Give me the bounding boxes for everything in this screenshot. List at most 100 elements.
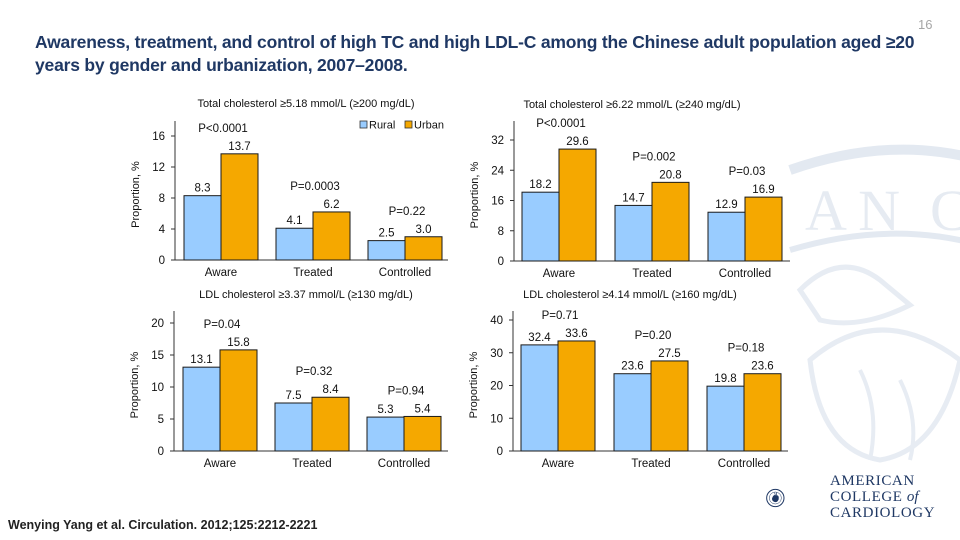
category-label: Controlled bbox=[718, 458, 770, 470]
bar-rural bbox=[707, 211, 746, 262]
y-tick-label: 15 bbox=[151, 350, 164, 362]
y-tick-label: 8 bbox=[159, 193, 165, 205]
y-tick-label: 40 bbox=[490, 315, 503, 327]
chart-title: LDL cholesterol ≥3.37 mmol/L (≥130 mg/dL… bbox=[199, 289, 413, 301]
bar-rural bbox=[182, 366, 221, 452]
bar-rural bbox=[614, 204, 653, 262]
y-tick-label: 24 bbox=[491, 165, 504, 177]
category-label: Treated bbox=[293, 267, 332, 279]
y-tick-label: 30 bbox=[490, 348, 503, 360]
p-value-label: P=0.04 bbox=[204, 319, 241, 331]
category-label: Aware bbox=[205, 267, 237, 279]
data-label: 6.2 bbox=[324, 199, 340, 211]
bar-urban bbox=[557, 340, 596, 452]
citation: Wenying Yang et al. Circulation. 2012;12… bbox=[8, 518, 318, 532]
bar-urban bbox=[312, 211, 351, 261]
bar-rural bbox=[706, 385, 745, 452]
p-value-label: P=0.20 bbox=[635, 330, 672, 342]
y-tick-label: 5 bbox=[158, 414, 164, 426]
data-label: 19.8 bbox=[714, 373, 736, 385]
p-value-label: P<0.0001 bbox=[198, 123, 248, 135]
data-label: 23.6 bbox=[621, 361, 643, 373]
category-label: Treated bbox=[292, 458, 331, 470]
acc-logo-seal bbox=[766, 488, 785, 508]
slide-title: Awareness, treatment, and control of hig… bbox=[35, 32, 915, 75]
bar-urban bbox=[743, 373, 782, 452]
y-axis-label: Proportion, % bbox=[468, 351, 480, 418]
bar-rural bbox=[275, 227, 314, 261]
bar-urban bbox=[650, 360, 689, 452]
p-value-label: P=0.71 bbox=[542, 310, 579, 322]
data-label: 29.6 bbox=[566, 136, 588, 148]
y-tick-label: 16 bbox=[152, 131, 165, 143]
data-label: 4.1 bbox=[287, 215, 303, 227]
bar-rural bbox=[366, 416, 405, 452]
y-tick-label: 8 bbox=[498, 226, 504, 238]
bar-urban bbox=[311, 396, 350, 452]
y-tick-label: 10 bbox=[490, 413, 503, 425]
category-label: Aware bbox=[543, 268, 575, 280]
bar-rural bbox=[183, 195, 222, 261]
acc-logo-college: COLLEGE bbox=[830, 489, 903, 505]
data-label: 13.1 bbox=[190, 354, 212, 366]
bar-urban bbox=[744, 196, 783, 262]
p-value-label: P<0.0001 bbox=[536, 118, 586, 130]
bar-urban bbox=[220, 153, 259, 261]
data-label: 2.5 bbox=[379, 228, 395, 240]
legend-swatch-rural bbox=[359, 120, 368, 129]
category-label: Aware bbox=[204, 458, 236, 470]
data-label: 27.5 bbox=[658, 348, 680, 360]
p-value-label: P=0.22 bbox=[389, 206, 426, 218]
bar-rural bbox=[613, 373, 652, 452]
legend-label-urban: Urban bbox=[414, 120, 444, 132]
category-label: Treated bbox=[632, 268, 671, 280]
data-label: 15.8 bbox=[227, 337, 249, 349]
y-tick-label: 12 bbox=[152, 162, 165, 174]
data-label: 20.8 bbox=[659, 169, 681, 181]
category-label: Controlled bbox=[378, 458, 430, 470]
y-tick-label: 20 bbox=[490, 381, 503, 393]
acc-logo-line3: CARDIOLOGY bbox=[830, 505, 936, 521]
data-label: 12.9 bbox=[715, 199, 737, 211]
p-value-label: P=0.18 bbox=[728, 343, 765, 355]
acc-logo-line1: AMERICAN bbox=[830, 473, 915, 489]
data-label: 14.7 bbox=[622, 192, 644, 204]
category-label: Treated bbox=[631, 458, 670, 470]
y-tick-label: 10 bbox=[151, 382, 164, 394]
acc-logo-text: AMERICAN COLLEGE of CARDIOLOGY bbox=[830, 473, 935, 521]
y-axis-label: Proportion, % bbox=[129, 351, 141, 418]
bar-urban bbox=[219, 349, 258, 452]
bar-urban bbox=[404, 236, 443, 261]
data-label: 8.4 bbox=[323, 384, 340, 396]
y-tick-label: 16 bbox=[491, 196, 504, 208]
bar-urban bbox=[403, 415, 442, 452]
data-label: 5.3 bbox=[378, 404, 394, 416]
p-value-label: P=0.0003 bbox=[290, 181, 340, 193]
data-label: 16.9 bbox=[752, 184, 774, 196]
chart-title: LDL cholesterol ≥4.14 mmol/L (≥160 mg/dL… bbox=[523, 289, 737, 301]
data-label: 5.4 bbox=[415, 403, 432, 415]
slide-number: 16 bbox=[918, 17, 933, 32]
p-value-label: P=0.32 bbox=[296, 366, 333, 378]
data-label: 8.3 bbox=[195, 183, 211, 195]
data-label: 32.4 bbox=[528, 332, 551, 344]
acc-logo-line2: COLLEGE of bbox=[830, 489, 935, 505]
data-label: 13.7 bbox=[228, 141, 250, 153]
bar-urban bbox=[558, 148, 597, 262]
y-tick-label: 4 bbox=[159, 224, 166, 236]
bar-urban bbox=[651, 181, 690, 262]
bar-rural bbox=[274, 402, 313, 452]
bar-rural bbox=[367, 240, 406, 261]
acc-logo-of: of bbox=[906, 489, 919, 505]
legend-swatch-urban bbox=[404, 120, 413, 129]
y-tick-label: 0 bbox=[498, 256, 504, 268]
y-tick-label: 20 bbox=[151, 318, 164, 330]
p-value-label: P=0.002 bbox=[632, 151, 675, 163]
category-label: Controlled bbox=[719, 268, 771, 280]
bar-rural bbox=[521, 191, 560, 262]
data-label: 33.6 bbox=[565, 328, 587, 340]
chart-title: Total cholesterol ≥5.18 mmol/L (≥200 mg/… bbox=[197, 98, 414, 110]
category-label: Aware bbox=[542, 458, 574, 470]
y-tick-label: 0 bbox=[159, 255, 165, 267]
